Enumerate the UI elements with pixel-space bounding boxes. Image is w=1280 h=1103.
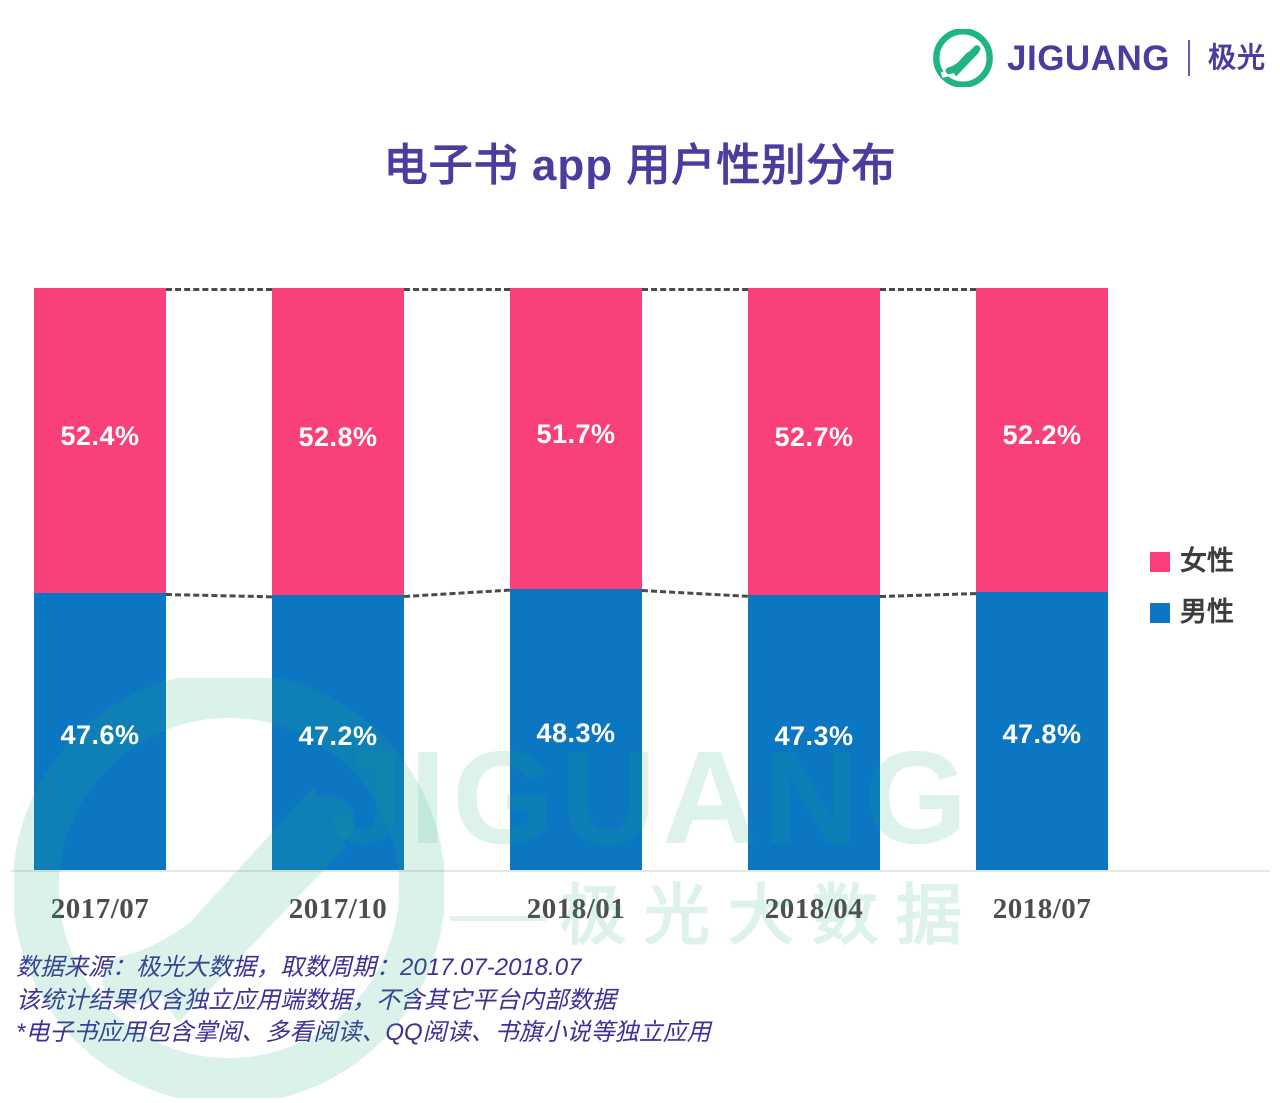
legend-label: 女性 bbox=[1180, 546, 1234, 576]
bar-group: 51.7% 48.3% bbox=[510, 288, 642, 870]
bar-value-label-female: 52.2% bbox=[1002, 420, 1082, 451]
legend-swatch-icon bbox=[1150, 551, 1170, 572]
connector-boundary bbox=[641, 588, 748, 598]
bar-segment-male: 47.2% bbox=[272, 595, 404, 870]
brand-divider bbox=[1187, 40, 1190, 76]
connector-top bbox=[404, 288, 510, 291]
legend-item[interactable]: 女性 bbox=[1150, 548, 1234, 575]
brand-wordmark: JIGUANG bbox=[1007, 38, 1170, 78]
bar-group: 52.2% 47.8% bbox=[976, 288, 1108, 870]
legend-swatch-icon bbox=[1150, 602, 1170, 623]
legend-item[interactable]: 男性 bbox=[1150, 599, 1234, 626]
x-axis-label: 2017/10 bbox=[288, 893, 388, 925]
bar-value-label-male: 48.3% bbox=[536, 717, 616, 748]
bar-group: 52.8% 47.2% bbox=[272, 288, 404, 870]
chart-plot-area: JIGUANG 极光大数据 52.4% 47.6% 52.8% 47.2% 51.7% 4… bbox=[0, 280, 1280, 1098]
connector-top bbox=[166, 288, 272, 291]
bar-group: 52.4% 47.6% bbox=[34, 288, 166, 870]
brand-logo: JIGUANG 极光 bbox=[933, 28, 1266, 88]
bar-segment-male: 48.3% bbox=[510, 588, 642, 870]
bar-segment-female: 52.7% bbox=[748, 288, 880, 595]
page-title: 电子书 app 用户性别分布 bbox=[383, 141, 897, 190]
bar-segment-male: 47.6% bbox=[34, 592, 166, 870]
x-axis-label: 2018/07 bbox=[992, 893, 1092, 925]
connector-boundary bbox=[880, 591, 977, 598]
bar-segment-female: 52.8% bbox=[272, 288, 404, 596]
x-axis-label: 2018/01 bbox=[526, 893, 626, 925]
footnote-line: 数据来源：极光大数据，取数周期：2017.07-2018.07 bbox=[16, 954, 582, 981]
bar-value-label-male: 47.8% bbox=[1002, 719, 1082, 750]
x-axis-label: 2018/04 bbox=[764, 893, 864, 925]
x-axis-line bbox=[10, 870, 1270, 872]
connector-boundary bbox=[404, 588, 511, 599]
bar-group: 52.7% 47.3% bbox=[748, 288, 880, 870]
connector-boundary bbox=[165, 592, 272, 599]
bar-value-label-female: 52.4% bbox=[60, 420, 140, 451]
brand-chinese-name: 极光 bbox=[1207, 42, 1266, 73]
jiguang-logo-icon bbox=[933, 29, 993, 87]
bar-value-label-male: 47.3% bbox=[774, 720, 854, 751]
x-axis-labels: 2017/07 2017/10 2018/01 2018/04 2018/07 bbox=[0, 893, 1280, 933]
footnote: 数据来源：极光大数据，取数周期：2017.07-2018.07 该统计结果仅含独立… bbox=[16, 952, 1116, 1050]
connector-top bbox=[880, 288, 976, 291]
x-axis-label: 2017/07 bbox=[50, 893, 150, 925]
bar-segment-male: 47.3% bbox=[748, 594, 880, 870]
bar-value-label-female: 52.8% bbox=[298, 422, 378, 453]
bar-value-label-male: 47.2% bbox=[298, 721, 378, 752]
bar-segment-male: 47.8% bbox=[976, 591, 1108, 870]
bar-segment-female: 51.7% bbox=[510, 288, 642, 589]
chart-legend: 女性 男性 bbox=[1150, 548, 1234, 650]
bar-value-label-female: 52.7% bbox=[774, 421, 854, 452]
footnote-line: *电子书应用包含掌阅、多看阅读、QQ阅读、书旗小说等独立应用 bbox=[16, 1019, 711, 1047]
bar-value-label-female: 51.7% bbox=[536, 418, 616, 449]
legend-label: 男性 bbox=[1180, 597, 1234, 627]
bar-segment-female: 52.2% bbox=[976, 288, 1108, 592]
footnote-line: 该统计结果仅含独立应用端数据，不含其它平台内部数据 bbox=[16, 986, 616, 1014]
bar-segment-female: 52.4% bbox=[34, 288, 166, 593]
bar-value-label-male: 47.6% bbox=[60, 719, 140, 750]
connector-top bbox=[642, 288, 748, 291]
